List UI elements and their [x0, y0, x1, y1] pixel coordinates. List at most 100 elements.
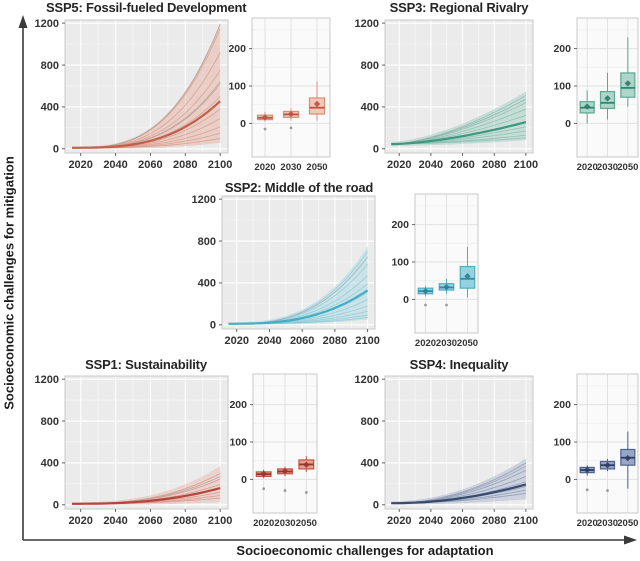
svg-text:2020: 2020 [387, 515, 411, 527]
svg-text:2060: 2060 [138, 159, 162, 171]
ssp4-mean-marker [583, 466, 591, 474]
svg-text:2060: 2060 [450, 515, 474, 527]
svg-text:0: 0 [565, 474, 571, 486]
svg-text:0: 0 [373, 500, 379, 512]
svg-text:2020: 2020 [68, 515, 92, 527]
svg-text:1200: 1200 [35, 374, 59, 386]
ssp1-boxes [255, 456, 315, 494]
svg-text:800: 800 [41, 60, 59, 72]
svg-text:2080: 2080 [482, 159, 506, 171]
ssp3-x-axis: 2020 2040 2060 2080 2100 [387, 153, 538, 171]
ssp3-box-x-axis: 2020 2030 2050 [577, 162, 639, 173]
ssp1-boxplot: 0 100 200 2020 2030 2050 [229, 373, 318, 529]
ssp3-uncertainty-band [391, 91, 527, 147]
svg-text:0: 0 [565, 118, 571, 130]
svg-text:2050: 2050 [617, 162, 638, 173]
svg-text:800: 800 [361, 60, 379, 72]
ssp2-mean-marker [443, 283, 450, 291]
svg-text:100: 100 [229, 437, 247, 449]
ssp5-box-gridlines [252, 18, 330, 157]
ssp2-mean-marker [464, 273, 471, 280]
svg-text:2030: 2030 [274, 518, 295, 529]
svg-text:2080: 2080 [482, 515, 506, 527]
svg-text:100: 100 [553, 437, 571, 449]
svg-text:200: 200 [228, 43, 246, 55]
ssp1-x-axis: 2020 2040 2060 2080 2100 [68, 509, 232, 527]
ssp5-boxes [256, 81, 326, 131]
svg-text:400: 400 [41, 458, 59, 470]
svg-text:0: 0 [210, 320, 216, 332]
svg-text:800: 800 [198, 236, 216, 248]
svg-text:2100: 2100 [355, 335, 379, 347]
svg-text:2020: 2020 [415, 338, 436, 349]
ssp1-series [71, 466, 221, 505]
svg-text:2060: 2060 [138, 515, 162, 527]
svg-text:2030: 2030 [597, 162, 618, 173]
ssp3-line-chart: 0 400 800 1200 2020 2040 2060 2080 2100 [355, 18, 539, 171]
ssp2-y-axis: 0 400 800 1200 [192, 194, 222, 332]
ssp4-box-y-axis: 0 100 200 [553, 399, 577, 486]
svg-text:0: 0 [53, 144, 59, 156]
ssp1-uncertainty-band [71, 466, 221, 505]
ssp5-mean-marker [287, 110, 295, 118]
panel-title-ssp2: SSP2: Middle of the road [224, 180, 374, 195]
ssp5-mean-marker [313, 100, 321, 108]
svg-text:400: 400 [361, 102, 379, 114]
ssp4-mean-marker [604, 461, 611, 469]
svg-text:800: 800 [41, 416, 59, 428]
svg-text:200: 200 [229, 399, 247, 411]
svg-text:1200: 1200 [192, 194, 216, 206]
svg-text:2020: 2020 [68, 159, 92, 171]
svg-text:2030: 2030 [280, 162, 301, 173]
svg-text:2020: 2020 [577, 518, 598, 529]
ssp3-boxplot: 0 100 200 2020 2030 2050 [553, 17, 639, 173]
svg-text:0: 0 [240, 118, 246, 130]
ssp5-mean-marker [261, 114, 269, 121]
svg-text:2030: 2030 [597, 518, 618, 529]
ssp3-series [391, 91, 527, 147]
svg-text:2030: 2030 [436, 338, 457, 349]
ssp1-mean-marker [303, 461, 310, 468]
svg-text:0: 0 [241, 474, 247, 486]
ssp5-line-chart: 0 400 800 1200 2020 2040 2060 2080 2100 [35, 18, 233, 171]
svg-text:100: 100 [391, 257, 409, 269]
svg-text:2040: 2040 [419, 159, 443, 171]
svg-text:2040: 2040 [103, 159, 127, 171]
ssp1-gridlines [65, 376, 228, 509]
ssp3-y-axis: 0 400 800 1200 [355, 18, 385, 156]
ssp4-box-x-axis: 2020 2030 2050 [577, 518, 639, 529]
ssp2-x-axis: 2020 2040 2060 2080 2100 [224, 329, 380, 347]
svg-text:2060: 2060 [450, 159, 474, 171]
svg-text:2020: 2020 [254, 162, 275, 173]
svg-text:2100: 2100 [514, 159, 538, 171]
ssp5-boxplot: 0 100 200 2020 2030 2050 [228, 17, 331, 173]
panel-title-ssp1: SSP1: Sustainability [85, 357, 207, 372]
ssp2-boxplot: 0 100 200 2020 2030 2050 [391, 193, 479, 349]
ssp5-box-x-axis: 2020 2030 2050 [254, 162, 327, 173]
ssp2-box-y-axis: 0 100 200 [391, 219, 415, 306]
ssp1-box-y-axis: 0 100 200 [229, 399, 253, 486]
y-axis-label: Socioeconomic challenges for mitigation [1, 156, 17, 410]
svg-text:400: 400 [361, 458, 379, 470]
svg-text:0: 0 [53, 500, 59, 512]
ssp1-y-axis: 0 400 800 1200 [35, 374, 65, 512]
svg-text:200: 200 [553, 43, 571, 55]
svg-text:2050: 2050 [617, 518, 638, 529]
panel-title-ssp5: SSP5: Fossil-fueled Development [46, 0, 247, 15]
ssp2-series [228, 245, 369, 325]
svg-text:2040: 2040 [257, 335, 281, 347]
ssp1-box-x-axis: 2020 2030 2050 [253, 518, 317, 529]
ssp2-box-x-axis: 2020 2030 2050 [415, 338, 478, 349]
ssp1-line-chart: 0 400 800 1200 2020 2040 2060 2080 2100 [35, 374, 233, 527]
ssp5-series [71, 23, 221, 149]
svg-text:100: 100 [228, 81, 246, 93]
ssp4-boxplot: 0 100 200 2020 2030 2050 [553, 373, 639, 529]
svg-text:2080: 2080 [323, 335, 347, 347]
ssp4-series [391, 458, 527, 505]
ssp3-mean-marker [604, 95, 611, 102]
svg-text:0: 0 [373, 144, 379, 156]
svg-text:400: 400 [41, 102, 59, 114]
svg-text:2050: 2050 [457, 338, 478, 349]
